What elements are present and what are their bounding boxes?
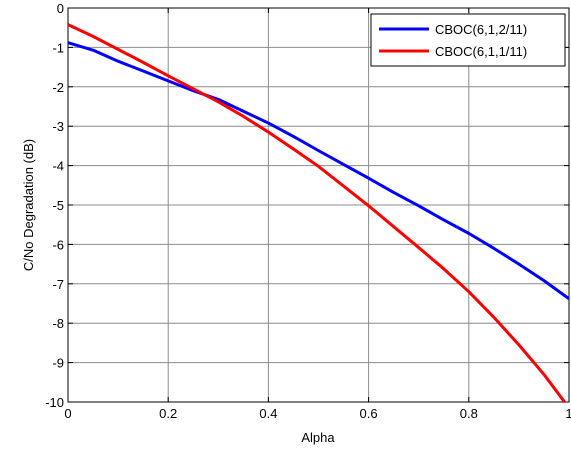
- y-tick-label: -6: [52, 237, 64, 252]
- grid-lines: [68, 8, 569, 402]
- x-tick-label: 0.2: [159, 406, 177, 421]
- y-tick-label: 0: [57, 1, 64, 16]
- x-tick-label: 0: [64, 406, 71, 421]
- y-tick-label: -4: [52, 159, 64, 174]
- y-tick-labels: 0 -1 -2 -3 -4 -5 -6 -7 -8 -9 -10: [45, 1, 64, 410]
- series-line-2: [68, 23, 567, 402]
- y-tick-label: -2: [52, 80, 64, 95]
- x-tick-labels: 0 0.2 0.4 0.6 0.8 1: [64, 406, 571, 421]
- series-line-1: [68, 41, 569, 300]
- x-tick-label: 0.6: [360, 406, 378, 421]
- x-axis-label: Alpha: [301, 430, 335, 445]
- y-axis-label: C/No Degradation (dB): [21, 139, 36, 271]
- series-lines: [68, 23, 569, 402]
- y-tick-label: -7: [52, 277, 64, 292]
- y-tick-label: -3: [52, 119, 64, 134]
- legend-box: [370, 13, 566, 67]
- legend-label: CBOC(6,1,1/11): [435, 44, 527, 59]
- axis-ticks: [67, 7, 570, 403]
- x-tick-label: 0.8: [460, 406, 478, 421]
- y-tick-label: -10: [45, 395, 64, 410]
- y-tick-label: -9: [52, 356, 64, 371]
- y-tick-label: -5: [52, 198, 64, 213]
- legend-label: CBOC(6,1,2/11): [435, 22, 527, 37]
- legend: CBOC(6,1,2/11) CBOC(6,1,1/11): [370, 13, 566, 67]
- x-tick-label: 0.4: [259, 406, 277, 421]
- x-tick-label: 1: [565, 406, 571, 421]
- y-tick-label: -8: [52, 316, 64, 331]
- y-tick-label: -1: [52, 40, 64, 55]
